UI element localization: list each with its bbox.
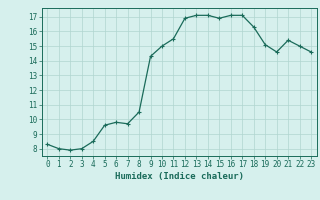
X-axis label: Humidex (Indice chaleur): Humidex (Indice chaleur)	[115, 172, 244, 181]
